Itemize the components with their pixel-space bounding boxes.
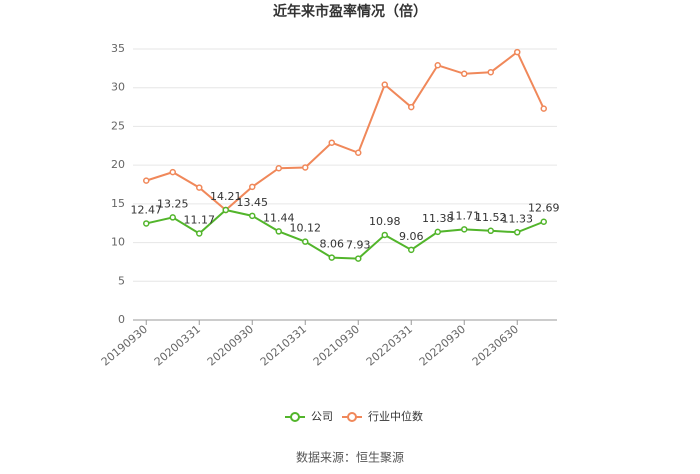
data-label: 13.25 <box>157 197 189 210</box>
point <box>222 206 229 214</box>
chart-title: 近年来市盈率情况（倍） <box>273 3 427 20</box>
point <box>355 255 362 262</box>
x-tick-label: 20210930 <box>311 323 362 369</box>
point <box>487 227 494 235</box>
point <box>540 218 547 225</box>
data-label: 14.21 <box>210 190 242 203</box>
point <box>381 231 388 239</box>
data-label: 12.47 <box>131 203 163 216</box>
source: 数据来源：恒生聚源 <box>296 450 404 465</box>
point <box>434 228 441 236</box>
x-tick-label: 20230630 <box>470 323 521 369</box>
point <box>355 149 362 157</box>
legend-label: 公司 <box>311 410 333 423</box>
y-tick-label: 35 <box>111 42 125 55</box>
y-tick-label: 30 <box>111 81 125 94</box>
point <box>408 103 415 111</box>
y-tick-label: 25 <box>111 119 125 132</box>
point <box>381 81 388 88</box>
data-label: 11.52 <box>475 211 507 224</box>
y-tick-label: 5 <box>118 274 125 287</box>
point <box>169 168 176 176</box>
point <box>328 139 335 146</box>
point <box>302 164 309 171</box>
legend-label: 行业中位数 <box>368 409 423 423</box>
data-label: 9.06 <box>399 230 424 243</box>
point <box>514 48 521 56</box>
y-tick-label: 15 <box>111 197 125 210</box>
point <box>196 184 203 191</box>
data-label: 10.12 <box>290 222 322 235</box>
point <box>434 62 441 69</box>
point <box>461 226 468 233</box>
legend-marker <box>347 412 357 422</box>
x-tick-label: 20200331 <box>152 323 203 369</box>
series-line <box>146 208 545 260</box>
data-label: 8.06 <box>320 238 345 251</box>
point <box>275 164 282 172</box>
point <box>302 238 309 245</box>
point <box>249 212 256 220</box>
data-label: 11.71 <box>449 209 481 222</box>
x-tick-label: 20220331 <box>364 323 415 369</box>
series-line <box>145 50 545 212</box>
data-label: 12.69 <box>528 202 560 215</box>
data-label: 11.33 <box>502 212 534 225</box>
x-tick-label: 20220930 <box>417 323 468 369</box>
point <box>408 246 415 254</box>
data-label: 13.45 <box>237 196 269 209</box>
data-label: 11.38 <box>422 212 454 225</box>
x-tick-label: 20190930 <box>99 323 150 369</box>
point <box>169 214 176 221</box>
point <box>328 254 335 261</box>
x-tick-label: 20210331 <box>258 323 309 369</box>
point <box>143 177 150 184</box>
point <box>249 183 256 191</box>
point <box>461 70 468 78</box>
point <box>275 228 282 235</box>
point <box>196 230 203 237</box>
y-tick-label: 10 <box>111 236 125 249</box>
point <box>540 105 547 112</box>
data-label: 7.93 <box>346 239 371 252</box>
point <box>143 220 150 227</box>
x-tick-label: 20200930 <box>205 323 256 369</box>
legend-marker <box>290 412 300 422</box>
point <box>514 229 521 236</box>
y-tick-label: 0 <box>118 313 125 326</box>
data-label: 10.98 <box>369 215 401 228</box>
data-label: 11.44 <box>263 211 295 224</box>
y-tick-label: 20 <box>111 158 125 171</box>
data-label: 11.17 <box>184 214 216 227</box>
point <box>487 68 494 76</box>
